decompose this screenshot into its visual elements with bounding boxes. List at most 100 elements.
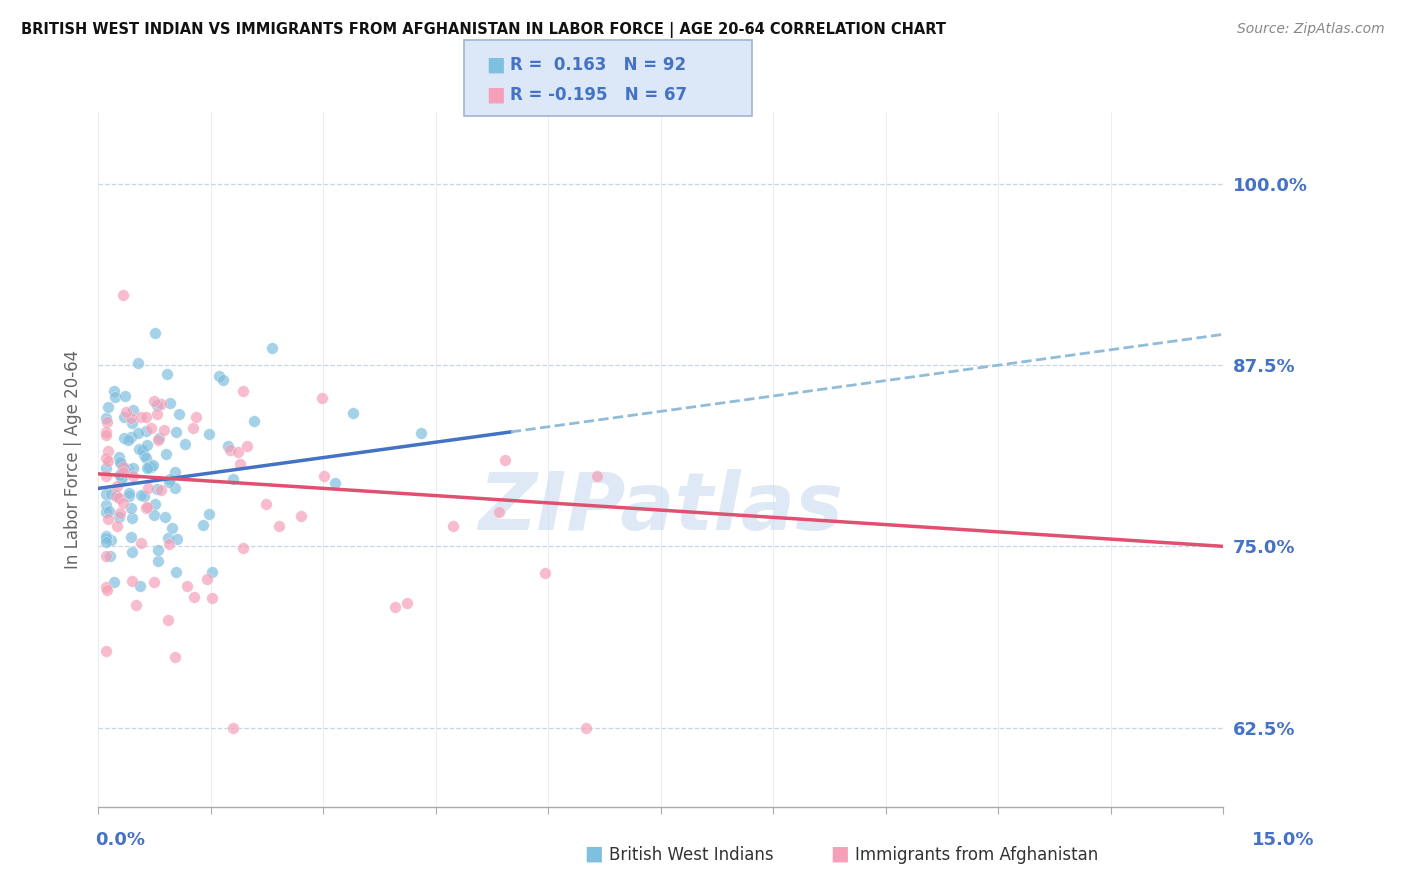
Point	[146, 543, 169, 558]
Text: ▪: ▪	[583, 840, 605, 869]
Point	[117, 433, 139, 447]
Point	[97, 512, 120, 526]
Point	[212, 373, 235, 387]
Point	[94, 428, 117, 442]
Text: BRITISH WEST INDIAN VS IMMIGRANTS FROM AFGHANISTAN IN LABOR FORCE | AGE 20-64 CO: BRITISH WEST INDIAN VS IMMIGRANTS FROM A…	[21, 22, 946, 38]
Point	[174, 437, 197, 451]
Point	[325, 476, 347, 491]
Point	[201, 565, 224, 579]
Point	[150, 483, 173, 498]
Point	[222, 472, 245, 486]
Point	[108, 450, 131, 464]
Point	[157, 475, 180, 489]
Point	[384, 599, 406, 614]
Point	[139, 420, 162, 434]
Text: 15.0%: 15.0%	[1253, 831, 1315, 849]
Point	[575, 721, 598, 735]
Point	[243, 414, 266, 428]
Point	[441, 518, 464, 533]
Point	[208, 368, 231, 383]
Point	[138, 481, 160, 495]
Point	[110, 468, 132, 483]
Point	[142, 458, 165, 472]
Point	[200, 591, 222, 605]
Point	[121, 510, 143, 524]
Point	[98, 549, 121, 563]
Point	[488, 505, 510, 519]
Point	[135, 461, 157, 475]
Point	[97, 443, 120, 458]
Text: R =  0.163   N = 92: R = 0.163 N = 92	[510, 56, 686, 74]
Point	[236, 439, 259, 453]
Point	[94, 644, 117, 658]
Point	[100, 487, 122, 501]
Point	[107, 518, 129, 533]
Text: 0.0%: 0.0%	[96, 831, 146, 849]
Point	[232, 541, 254, 555]
Point	[94, 529, 117, 543]
Point	[94, 450, 117, 465]
Point	[157, 613, 180, 627]
Point	[146, 434, 169, 448]
Point	[153, 510, 176, 524]
Point	[135, 425, 157, 439]
Point	[111, 470, 134, 484]
Point	[120, 430, 142, 444]
Point	[94, 499, 117, 513]
Point	[148, 553, 170, 567]
Point	[135, 410, 157, 425]
Point	[165, 650, 187, 665]
Point	[122, 460, 145, 475]
Point	[342, 406, 364, 420]
Point	[112, 460, 135, 475]
Point	[94, 469, 117, 483]
Point	[146, 482, 169, 496]
Point	[409, 426, 432, 441]
Point	[146, 407, 169, 421]
Point	[217, 439, 239, 453]
Point	[108, 491, 131, 505]
Point	[176, 579, 198, 593]
Point	[105, 489, 128, 503]
Text: ZIPatlas: ZIPatlas	[478, 469, 844, 547]
Point	[183, 590, 205, 604]
Point	[121, 574, 143, 588]
Point	[97, 453, 120, 467]
Point	[160, 521, 183, 535]
Point	[229, 457, 252, 471]
Point	[226, 444, 249, 458]
Point	[120, 530, 142, 544]
Point	[94, 531, 117, 545]
Point	[143, 575, 166, 590]
Point	[111, 465, 134, 479]
Point	[131, 443, 153, 458]
Point	[108, 506, 131, 520]
Point	[142, 508, 165, 523]
Point	[129, 488, 152, 502]
Point	[312, 468, 335, 483]
Point	[267, 519, 290, 533]
Point	[127, 356, 149, 370]
Point	[129, 579, 152, 593]
Point	[222, 721, 245, 735]
Point	[128, 442, 150, 457]
Point	[198, 427, 221, 442]
Point	[156, 367, 179, 381]
Point	[107, 510, 129, 524]
Point	[129, 409, 152, 424]
Point	[143, 326, 166, 340]
Point	[311, 391, 333, 405]
Point	[125, 599, 148, 613]
Point	[121, 416, 143, 430]
Point	[110, 466, 132, 480]
Point	[110, 458, 132, 472]
Point	[108, 455, 131, 469]
Point	[148, 431, 170, 445]
Point	[127, 425, 149, 440]
Point	[121, 403, 143, 417]
Point	[534, 566, 557, 581]
Point	[94, 549, 117, 563]
Point	[122, 469, 145, 483]
Point	[586, 468, 609, 483]
Point	[96, 582, 118, 597]
